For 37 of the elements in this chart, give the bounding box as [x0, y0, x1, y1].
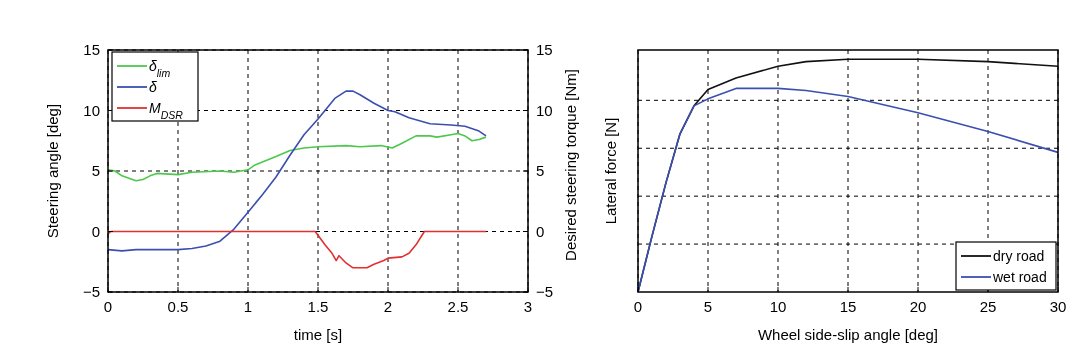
- line-series: [107, 230, 487, 269]
- y-tick-label: −5: [82, 283, 100, 300]
- x-tick-label: 0: [633, 298, 643, 315]
- y2-tick-label: 0: [536, 222, 545, 240]
- x-tick-label: 2.5: [447, 298, 469, 315]
- y2-tick-label: 10: [536, 101, 553, 119]
- y2-tick-label: 5: [536, 162, 545, 179]
- legend-label: wet road: [992, 269, 1047, 285]
- legend-label: δ$_{lim}$: [149, 58, 171, 79]
- y-tick-label: 0: [91, 222, 100, 240]
- y-axis-title: Steering angle [deg]: [44, 103, 61, 239]
- line-series: [107, 90, 487, 252]
- y-tick-label: 5: [91, 162, 100, 179]
- x-tick-label: 1: [243, 298, 253, 315]
- legend-label: δ: [149, 79, 157, 95]
- y2-axis-title: Desired steering torque [Nm]: [562, 69, 579, 261]
- y2-tick-label: −5: [536, 283, 554, 300]
- legend-label: M$_{DSR}$: [149, 100, 184, 121]
- y-tick-label: 10: [83, 101, 100, 119]
- legend-label: dry road: [993, 248, 1045, 264]
- x-axis-title: time [s]: [293, 326, 343, 343]
- x-tick-label: 1.5: [307, 298, 329, 315]
- x-tick-label: 15: [839, 298, 857, 315]
- x-tick-label: 5: [703, 298, 713, 315]
- y-tick-label: 15: [83, 41, 100, 58]
- x-tick-label: 30: [1049, 298, 1067, 315]
- x-tick-label: 0.5: [167, 298, 189, 315]
- x-tick-label: 2: [383, 298, 393, 315]
- x-tick-label: 10: [769, 298, 787, 315]
- line-series: [107, 132, 487, 182]
- x-tick-label: 20: [909, 298, 927, 315]
- x-tick-label: 0: [103, 298, 113, 315]
- y2-tick-label: 15: [536, 41, 553, 58]
- x-axis-title: Wheel side-slip angle [deg]: [757, 326, 939, 343]
- y-axis-title: Lateral force [N]: [602, 117, 619, 225]
- x-tick-label: 3: [523, 298, 533, 315]
- x-tick-label: 25: [979, 298, 997, 315]
